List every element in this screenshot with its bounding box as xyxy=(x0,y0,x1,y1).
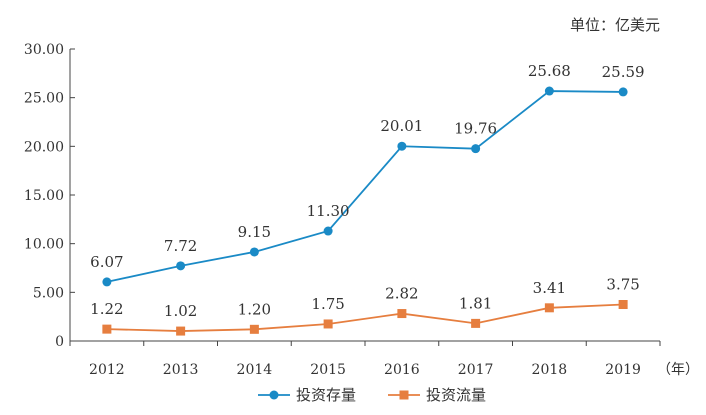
x-axis-unit: （年） xyxy=(657,362,699,378)
y-tick-label: 15.00 xyxy=(24,188,64,204)
data-point xyxy=(619,300,628,309)
data-point xyxy=(471,319,480,328)
y-tick-label: 10.00 xyxy=(24,237,64,253)
x-tick-label: 2013 xyxy=(163,362,199,378)
series-layer: 6.07 7.72 9.15 11.30 20.01 19.76 25.68 25.59 1.2… xyxy=(90,62,644,336)
legend-label: 投资流量 xyxy=(426,386,486,404)
data-label: 3.75 xyxy=(606,276,639,294)
y-tick-label: 5.00 xyxy=(33,285,64,301)
x-tick-label: 2019 xyxy=(605,362,641,378)
data-label: 1.75 xyxy=(311,295,344,313)
x-tick-label: 2014 xyxy=(237,362,273,378)
data-label: 1.81 xyxy=(459,294,492,312)
data-label: 3.41 xyxy=(533,279,566,297)
data-label: 25.68 xyxy=(528,62,571,80)
legend-label: 投资存量 xyxy=(296,386,356,404)
data-label: 1.02 xyxy=(164,302,197,320)
data-label: 9.15 xyxy=(238,223,271,241)
y-tick-label: 25.00 xyxy=(24,91,64,107)
data-point xyxy=(471,144,480,153)
legend-item: 投资流量 xyxy=(388,386,486,404)
data-point xyxy=(250,325,259,334)
legend-marker xyxy=(270,391,279,400)
data-point xyxy=(176,327,185,336)
data-label: 11.30 xyxy=(307,202,350,220)
data-label: 2.82 xyxy=(385,285,418,303)
data-point xyxy=(102,325,111,334)
y-tick-label: 0 xyxy=(55,334,64,350)
x-tick-label: 2017 xyxy=(458,362,494,378)
legend: 投资存量 投资流量 xyxy=(258,386,486,404)
data-label: 25.59 xyxy=(602,63,645,81)
x-tick-label: 2016 xyxy=(384,362,420,378)
data-point xyxy=(619,87,628,96)
data-point xyxy=(250,247,259,256)
data-point xyxy=(397,142,406,151)
legend-marker xyxy=(400,391,409,400)
data-label: 19.76 xyxy=(454,120,497,138)
unit-note: 单位：亿美元 xyxy=(570,16,660,34)
data-point xyxy=(324,319,333,328)
data-label: 6.07 xyxy=(90,253,123,271)
data-point xyxy=(545,87,554,96)
data-point xyxy=(397,309,406,318)
x-tick-label: 2015 xyxy=(310,362,346,378)
x-tick-label: 2012 xyxy=(89,362,125,378)
data-label: 1.20 xyxy=(238,300,271,318)
data-label: 20.01 xyxy=(380,117,423,135)
data-label: 7.72 xyxy=(164,237,197,255)
data-point xyxy=(324,227,333,236)
y-tick-label: 30.00 xyxy=(24,42,64,58)
series-1: 6.07 7.72 9.15 11.30 20.01 19.76 25.68 25.59 xyxy=(90,62,644,286)
data-point xyxy=(545,303,554,312)
series-2: 1.22 1.02 1.20 1.75 2.82 1.81 3.41 3.75 xyxy=(90,276,640,336)
legend-item: 投资存量 xyxy=(258,386,356,404)
y-tick-label: 20.00 xyxy=(24,139,64,155)
data-point xyxy=(102,277,111,286)
data-point xyxy=(176,261,185,270)
data-label: 1.22 xyxy=(90,300,123,318)
x-tick-label: 2018 xyxy=(532,362,568,378)
